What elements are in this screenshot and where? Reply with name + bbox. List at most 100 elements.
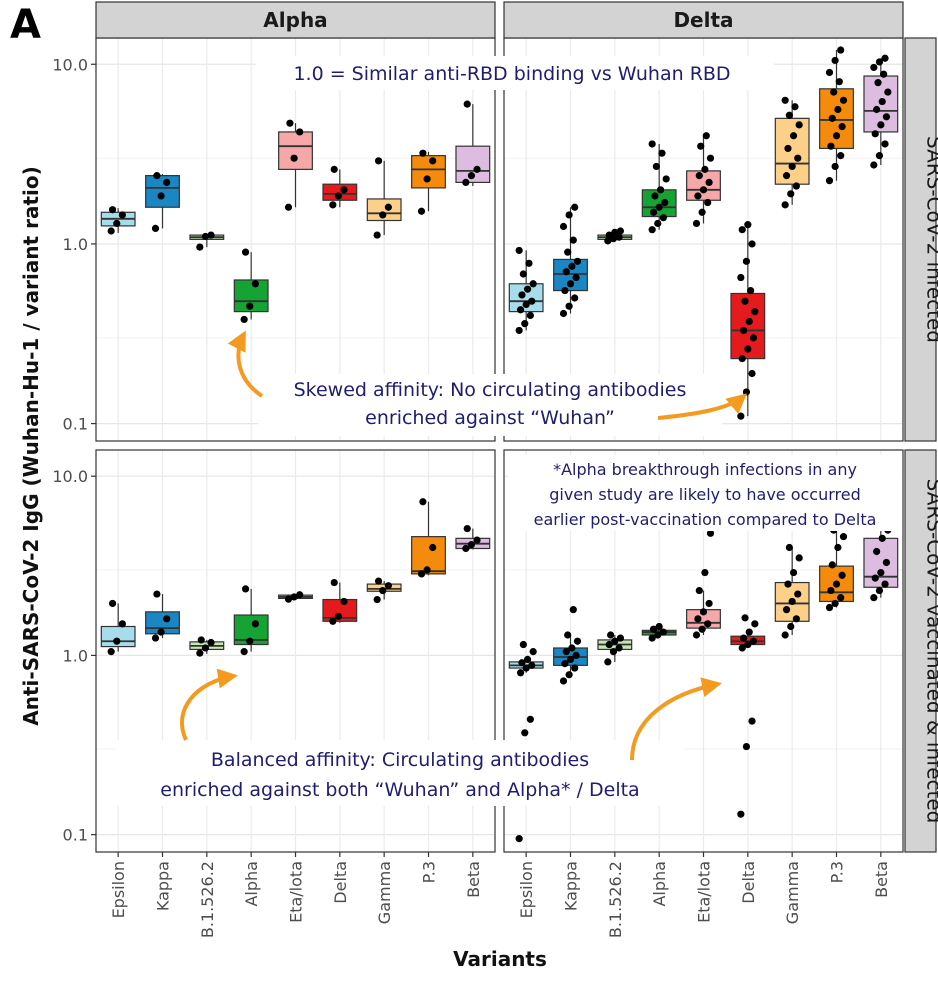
x-tick-label: B.1.526.2	[198, 861, 217, 938]
data-point	[241, 585, 250, 593]
data-point	[661, 198, 669, 207]
data-point	[417, 207, 426, 215]
data-point	[831, 162, 839, 171]
data-point	[522, 300, 530, 309]
box-Kappa	[145, 175, 180, 208]
data-point	[572, 651, 580, 660]
data-point	[373, 231, 381, 239]
data-point	[649, 208, 658, 216]
data-point	[795, 554, 803, 562]
y-tick-label: 10.0	[52, 467, 88, 486]
panel-1-0	[100, 498, 491, 657]
x-axis-title: Variants	[453, 947, 547, 971]
data-point	[573, 257, 582, 265]
data-point	[616, 227, 625, 235]
column-strip-alpha	[95, 1, 496, 39]
data-point	[522, 664, 530, 672]
data-point	[429, 543, 437, 552]
data-point	[697, 142, 705, 150]
x-tick-label: Epsilon	[109, 861, 128, 918]
data-point	[296, 591, 304, 599]
data-point	[571, 203, 579, 211]
skewed-note-line2: enriched against “Wuhan”	[365, 407, 615, 429]
data-point	[878, 97, 886, 106]
x-tick-label: Kappa	[562, 861, 581, 911]
data-point	[781, 201, 789, 209]
data-point	[569, 606, 577, 614]
data-point	[518, 291, 526, 299]
data-point	[695, 172, 703, 180]
data-point	[284, 203, 293, 211]
data-point	[873, 547, 881, 556]
data-point	[737, 412, 745, 420]
data-point	[830, 88, 838, 96]
x-tick-label: Delta	[739, 861, 758, 904]
y-tick-label: 1.0	[63, 235, 88, 254]
data-point	[791, 103, 799, 111]
data-point	[702, 132, 710, 140]
x-tick-label: P.3	[420, 861, 439, 883]
data-point	[384, 582, 392, 590]
data-point	[251, 280, 259, 288]
data-point	[615, 233, 623, 241]
data-point	[837, 46, 845, 54]
data-point	[153, 590, 161, 598]
data-point	[825, 603, 834, 612]
data-point	[467, 541, 476, 549]
data-point	[794, 590, 802, 598]
data-point	[785, 111, 793, 119]
data-point	[330, 165, 338, 173]
data-point	[704, 198, 712, 207]
panel-0-0	[100, 100, 491, 324]
data-point	[738, 226, 746, 234]
data-point	[462, 544, 470, 553]
data-point	[373, 595, 381, 604]
data-point	[559, 222, 568, 231]
balanced-note-bg	[116, 740, 684, 806]
data-point	[473, 165, 481, 173]
data-point	[604, 237, 612, 245]
data-point	[463, 100, 471, 108]
data-point	[334, 192, 343, 200]
data-point	[107, 648, 115, 656]
data-point	[528, 297, 536, 305]
data-point	[113, 637, 121, 645]
data-point	[877, 121, 885, 129]
box-Gamma	[366, 198, 402, 222]
x-tick-label: Alpha	[650, 861, 669, 907]
data-point	[880, 70, 888, 78]
row-strip-label: SARS-CoV-2 infected	[923, 136, 938, 343]
skewed-note-line1: Skewed affinity: No circulating antibodi…	[294, 379, 687, 401]
data-point	[565, 671, 573, 679]
data-point	[529, 648, 537, 656]
data-point	[559, 309, 568, 318]
data-point	[207, 231, 215, 239]
data-point	[604, 658, 612, 666]
data-point	[834, 105, 842, 114]
data-point	[827, 142, 835, 150]
data-point	[515, 835, 523, 843]
data-point	[738, 354, 746, 363]
data-point	[704, 620, 712, 628]
data-point	[698, 625, 706, 633]
panel-letter: A	[10, 2, 41, 48]
data-point	[834, 543, 842, 552]
data-point	[701, 568, 709, 577]
data-point	[568, 262, 576, 270]
data-point	[559, 677, 568, 685]
data-point	[656, 186, 665, 194]
data-point	[749, 334, 758, 342]
data-point	[654, 631, 662, 639]
data-point	[701, 165, 709, 173]
footnote-line1: *Alpha breakthrough infections in any	[553, 460, 857, 479]
data-point	[561, 286, 569, 295]
data-point	[615, 644, 623, 652]
data-point	[246, 302, 254, 310]
data-point	[882, 113, 891, 121]
data-point	[745, 317, 753, 326]
data-point	[694, 615, 702, 623]
data-point	[828, 114, 836, 122]
data-point	[329, 201, 337, 209]
data-point	[698, 208, 706, 216]
data-point	[782, 606, 791, 614]
